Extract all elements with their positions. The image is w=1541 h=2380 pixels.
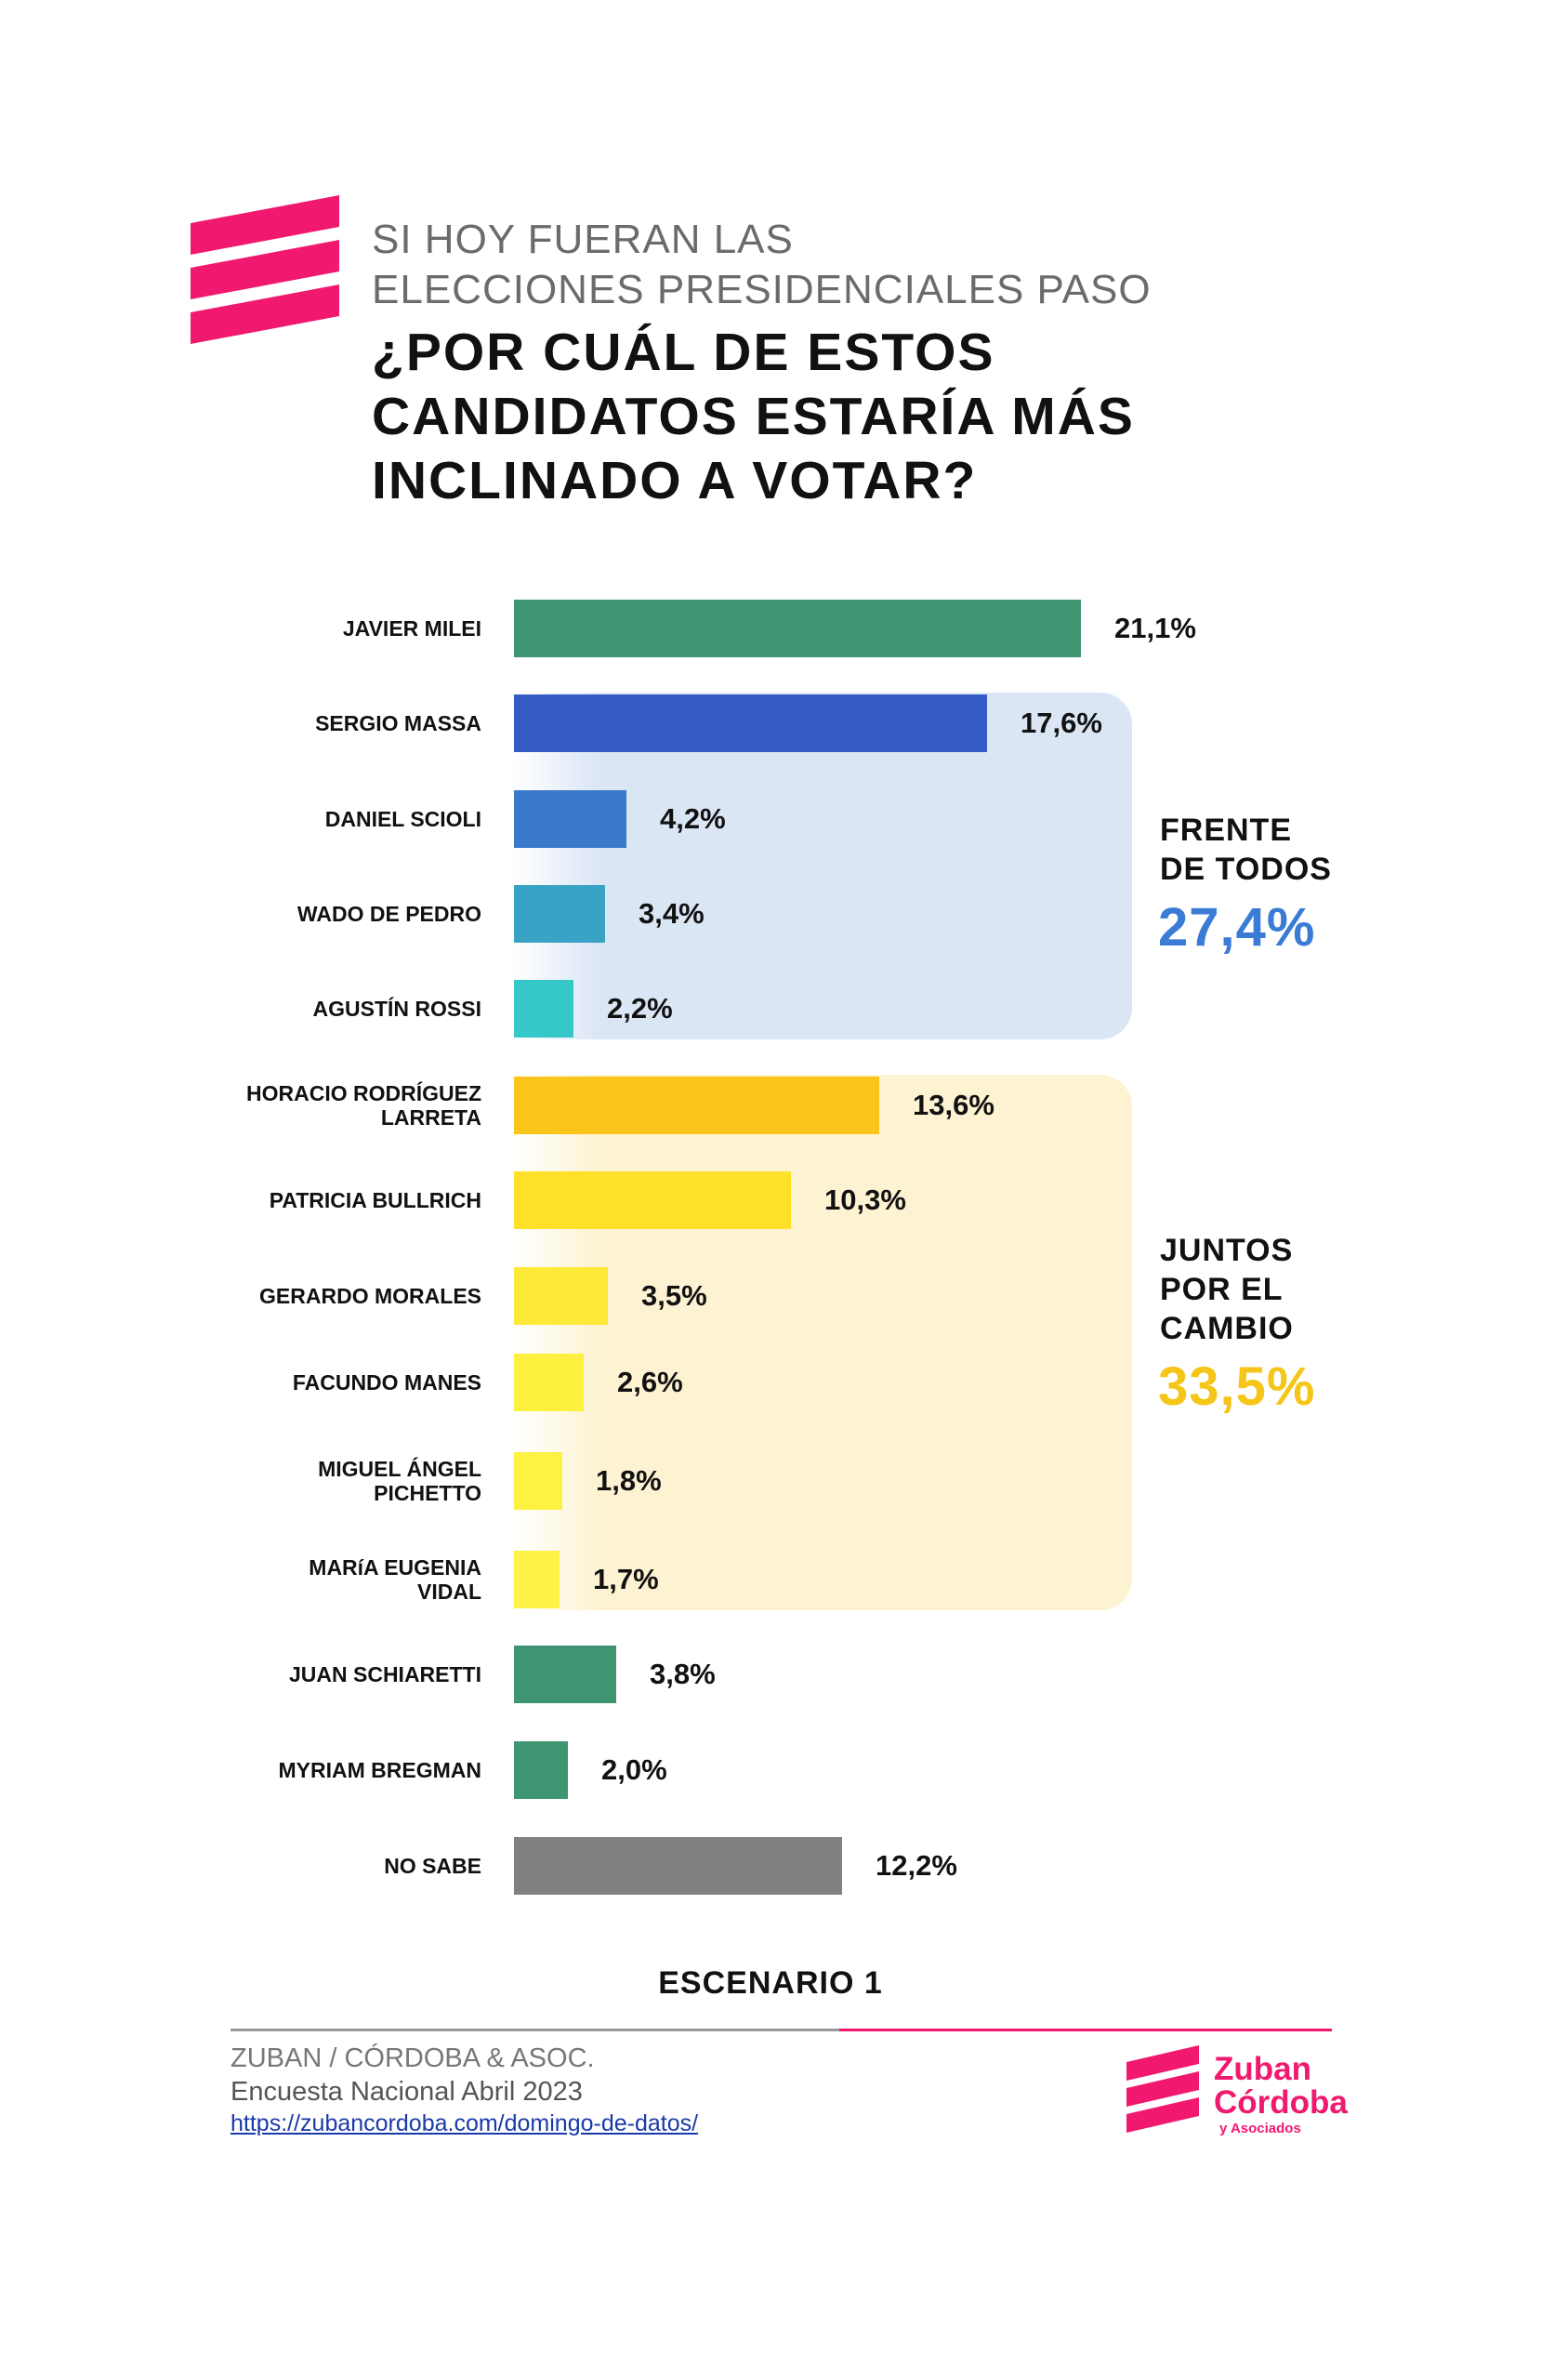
footer-url-link[interactable]: https://zubancordoba.com/domingo-de-dato… xyxy=(230,2110,699,2136)
bar-label-line: MARíA EUGENIA xyxy=(309,1555,481,1580)
bar xyxy=(514,1267,608,1325)
bar-label-line: JAVIER MILEI xyxy=(342,616,481,641)
bar-label: PATRICIA BULLRICH xyxy=(165,1188,481,1212)
bar-label-line: NO SABE xyxy=(384,1854,481,1878)
group-name-line: POR EL xyxy=(1160,1272,1284,1307)
bar xyxy=(514,1837,842,1895)
bar-label-line: GERARDO MORALES xyxy=(259,1284,481,1308)
bar-value-label: 1,7% xyxy=(593,1563,659,1595)
bar-label: NO SABE xyxy=(165,1854,481,1878)
bar xyxy=(514,1354,584,1411)
bar-value-label: 10,3% xyxy=(824,1183,906,1216)
scenario-label: ESCENARIO 1 xyxy=(658,1965,883,2001)
bar-label: AGUSTÍN ROSSI xyxy=(165,997,481,1021)
bar-value-label: 21,1% xyxy=(1114,612,1196,644)
bar-label-line: WADO DE PEDRO xyxy=(296,902,481,926)
footer-rule-pink xyxy=(839,2029,1332,2031)
bar-label-line: MIGUEL ÁNGEL xyxy=(318,1457,481,1481)
bar-label-line: PICHETTO xyxy=(374,1481,481,1505)
brand-name-line-3: y Asociados xyxy=(1219,2121,1301,2136)
subtitle-line-1: SI HOY FUERAN LAS xyxy=(372,217,794,262)
bar-value-label: 3,8% xyxy=(650,1658,716,1690)
bar xyxy=(514,600,1081,657)
bar-value-label: 2,6% xyxy=(617,1366,683,1398)
bar-value-label: 2,0% xyxy=(601,1753,667,1786)
bar-label-line: DANIEL SCIOLI xyxy=(324,807,481,831)
bar-label: WADO DE PEDRO xyxy=(165,902,481,926)
bar-value-label: 17,6% xyxy=(1021,707,1102,739)
bar-label: SERGIO MASSA xyxy=(165,711,481,735)
bar-label-line: VIDAL xyxy=(417,1580,481,1604)
bar-value-label: 2,2% xyxy=(607,992,673,1025)
group-name-line: JUNTOS xyxy=(1160,1233,1294,1268)
bar-label: JUAN SCHIARETTI xyxy=(165,1662,481,1686)
group-total-value: 33,5% xyxy=(1158,1356,1316,1417)
bar xyxy=(514,1551,560,1608)
bar-label: MIGUEL ÁNGEL PICHETTO xyxy=(165,1457,481,1505)
bar-label-line: MYRIAM BREGMAN xyxy=(278,1758,482,1782)
group-name-line: FRENTE xyxy=(1160,813,1292,848)
bar-label-line: AGUSTÍN ROSSI xyxy=(312,997,481,1021)
footer-org: ZUBAN / CÓRDOBA & ASOC. xyxy=(230,2043,595,2073)
group-name-line: CAMBIO xyxy=(1160,1311,1294,1346)
footer-survey: Encuesta Nacional Abril 2023 xyxy=(230,2077,583,2107)
group-box-1 xyxy=(514,1075,1132,1610)
question-line-1: ¿POR CUÁL DE ESTOS xyxy=(372,323,995,382)
group-total-value: 27,4% xyxy=(1158,897,1316,958)
bar xyxy=(514,1741,568,1799)
zuban-cordoba-stripes-logo xyxy=(191,195,339,344)
bar-label: DANIEL SCIOLI xyxy=(165,807,481,831)
bar-label-line: LARRETA xyxy=(380,1105,481,1130)
subtitle-line-2: ELECCIONES PRESIDENCIALES PASO xyxy=(372,267,1152,312)
bar-value-label: 1,8% xyxy=(596,1464,662,1497)
question-line-2: CANDIDATOS ESTARÍA MÁS xyxy=(372,387,1135,446)
question-line-3: INCLINADO A VOTAR? xyxy=(372,451,978,510)
bar-label: HORACIO RODRÍGUEZ LARRETA xyxy=(165,1081,481,1130)
bar-label-line: SERGIO MASSA xyxy=(315,711,481,735)
bar-label-line: FACUNDO MANES xyxy=(292,1370,481,1395)
bar-label: MARíA EUGENIA VIDAL xyxy=(165,1555,481,1604)
brand-name-line-2: Córdoba xyxy=(1214,2084,1348,2121)
bar-value-label: 3,5% xyxy=(641,1279,707,1312)
bar-label: MYRIAM BREGMAN xyxy=(165,1758,482,1782)
group-name-line: DE TODOS xyxy=(1160,852,1332,887)
bar xyxy=(514,885,605,943)
bar-value-label: 12,2% xyxy=(876,1849,957,1882)
bar xyxy=(514,1646,616,1703)
bar-label: FACUNDO MANES xyxy=(165,1370,481,1395)
bar xyxy=(514,980,573,1038)
bar xyxy=(514,790,626,848)
bar-label-line: PATRICIA BULLRICH xyxy=(269,1188,481,1212)
bar-label-line: HORACIO RODRÍGUEZ xyxy=(246,1081,481,1105)
bar-value-label: 13,6% xyxy=(913,1089,994,1121)
bar xyxy=(514,1171,791,1229)
footer-rule-gray xyxy=(230,2029,839,2031)
bar xyxy=(514,694,987,752)
bar-value-label: 4,2% xyxy=(660,802,726,835)
bar-value-label: 3,4% xyxy=(639,897,705,930)
bar-label: GERARDO MORALES xyxy=(165,1284,481,1308)
brand-name-line-1: Zuban xyxy=(1214,2051,1311,2087)
bar xyxy=(514,1452,562,1510)
bar-label-line: JUAN SCHIARETTI xyxy=(288,1662,481,1686)
bar-label: JAVIER MILEI xyxy=(165,616,481,641)
zuban-cordoba-small-logo-icon xyxy=(1126,2045,1199,2133)
bar xyxy=(514,1077,879,1134)
